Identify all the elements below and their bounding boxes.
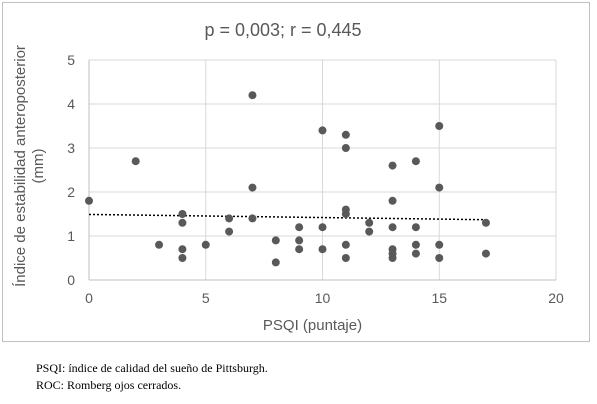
axes [88, 60, 556, 281]
data-point-6 [178, 254, 187, 262]
data-point-37 [411, 240, 420, 249]
x-tick-label-5: 5 [202, 290, 210, 306]
y-tick-label-2: 2 [67, 184, 75, 200]
data-point-30 [388, 196, 397, 205]
y-tick-label-3: 3 [67, 140, 75, 156]
footnotes: PSQI: índice de calidad del sueño de Pit… [36, 360, 268, 394]
data-point-0 [85, 196, 93, 205]
y-axis-title-line-2: (mm) [30, 149, 47, 184]
data-point-16 [295, 236, 304, 245]
scatter-chart: 0 1 2 3 4 5 0 5 10 15 20 PSQI (puntaje) Índice de … [12, 45, 564, 334]
data-point-27 [365, 218, 374, 227]
data-point-40 [435, 183, 444, 192]
x-tick-label-20: 20 [548, 290, 564, 306]
data-point-31 [388, 223, 397, 232]
x-axis-title: PSQI (puntaje) [263, 317, 362, 334]
trendline [88, 213, 486, 221]
x-tick-label-0: 0 [85, 290, 93, 306]
data-point-11 [248, 183, 257, 192]
data-point-34 [388, 254, 397, 262]
data-point-9 [225, 227, 234, 236]
data-point-12 [248, 214, 257, 223]
footnote-roc: ROC: Romberg ojos cerrados. [36, 378, 182, 392]
tick-labels: 0 1 2 3 4 5 0 5 10 15 20 [67, 52, 564, 306]
x-tick-label-15: 15 [431, 290, 447, 306]
data-point-3 [178, 210, 187, 218]
y-tick-label-0: 0 [67, 272, 75, 288]
data-point-42 [435, 254, 444, 262]
data-point-39 [435, 122, 444, 130]
y-tick-label-4: 4 [67, 96, 75, 112]
data-point-18 [318, 126, 327, 135]
data-point-7 [201, 240, 210, 249]
data-point-14 [271, 258, 280, 267]
data-point-1 [131, 157, 140, 166]
y-tick-label-1: 1 [67, 228, 75, 244]
x-tick-label-10: 10 [315, 290, 331, 306]
gridlines [88, 59, 557, 281]
data-point-25 [341, 240, 350, 249]
data-point-21 [341, 130, 350, 139]
data-point-24 [341, 210, 350, 218]
y-tick-label-5: 5 [67, 52, 75, 68]
data-point-15 [295, 223, 304, 232]
chart-frame: 0 1 2 3 4 5 0 5 10 15 20 PSQI (puntaje) Índice de … [2, 2, 590, 342]
data-point-29 [388, 161, 397, 170]
data-point-19 [318, 223, 327, 232]
trendline-dotted [88, 213, 486, 221]
data-point-43 [481, 218, 490, 227]
data-point-22 [341, 144, 350, 152]
data-point-4 [178, 218, 187, 227]
data-point-38 [411, 249, 420, 258]
y-axis-title-line-1: Índice de estabilidad anteroposterior [12, 45, 29, 287]
chart-title: p = 0,003; r = 0,445 [204, 20, 362, 40]
data-point-20 [318, 245, 327, 254]
data-point-35 [411, 157, 420, 166]
data-point-41 [435, 240, 444, 249]
y-axis-title: Índice de estabilidad anteroposterior (mm… [12, 45, 47, 287]
data-point-13 [271, 236, 280, 245]
data-point-8 [225, 214, 234, 223]
data-points [85, 91, 490, 267]
data-point-10 [248, 91, 257, 100]
data-point-2 [155, 240, 164, 249]
data-point-44 [481, 249, 490, 258]
data-point-28 [365, 227, 374, 236]
footnote-psqi: PSQI: índice de calidad del sueño de Pit… [36, 361, 268, 375]
data-point-5 [178, 245, 187, 254]
data-point-36 [411, 223, 420, 232]
data-point-26 [341, 254, 350, 262]
data-point-17 [295, 245, 304, 254]
